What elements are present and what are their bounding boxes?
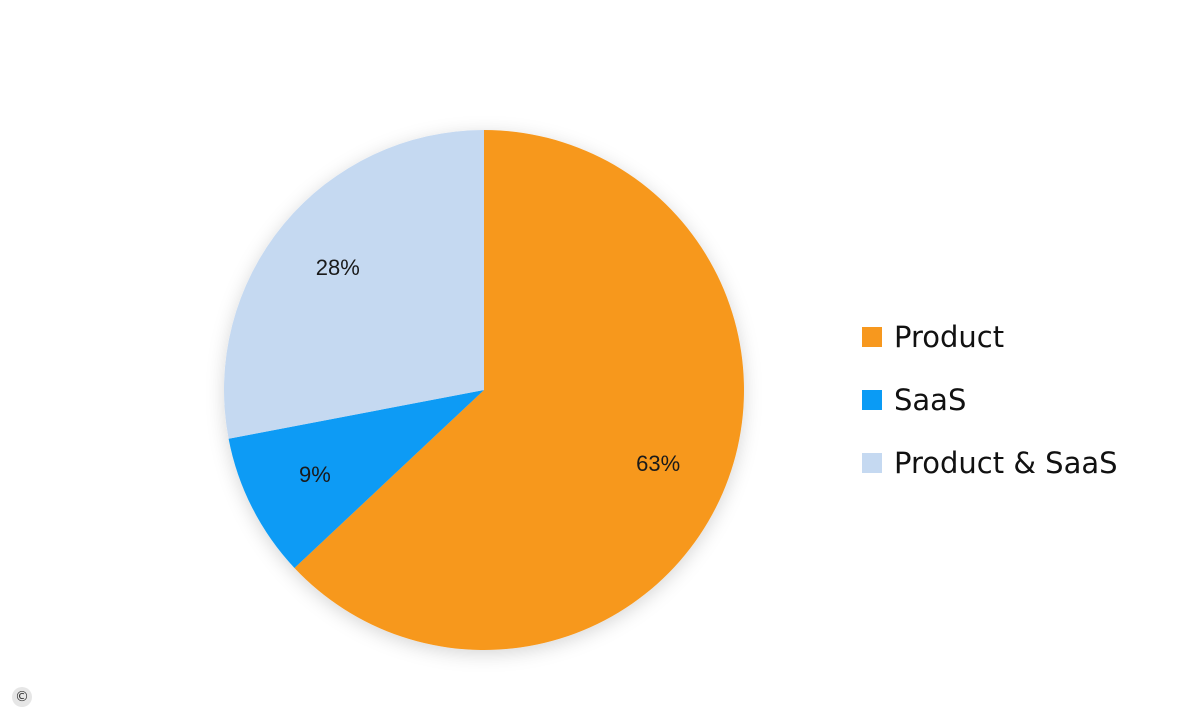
legend-item-product-and-saas: Product & SaaS <box>862 442 1182 484</box>
pie-slice-product-and-saas <box>224 130 484 439</box>
data-label-product: 63% <box>636 451 680 476</box>
legend-swatch-product-and-saas <box>862 453 882 473</box>
data-label-product-and-saas: 28% <box>316 255 360 280</box>
legend-item-saas: SaaS <box>862 379 1182 421</box>
legend-label-product: Product <box>894 320 1005 354</box>
legend-swatch-product <box>862 327 882 347</box>
pie-slice-product <box>294 130 744 650</box>
legend-label-saas: SaaS <box>894 383 967 417</box>
data-label-saas: 9% <box>299 462 331 487</box>
legend-item-product: Product <box>862 316 1182 358</box>
copyright-icon: © <box>12 687 32 707</box>
legend-label-product-and-saas: Product & SaaS <box>894 446 1118 480</box>
legend-swatch-saas <box>862 390 882 410</box>
chart-legend: Product SaaS Product & SaaS <box>862 316 1182 505</box>
pie-slice-saas <box>228 390 484 568</box>
